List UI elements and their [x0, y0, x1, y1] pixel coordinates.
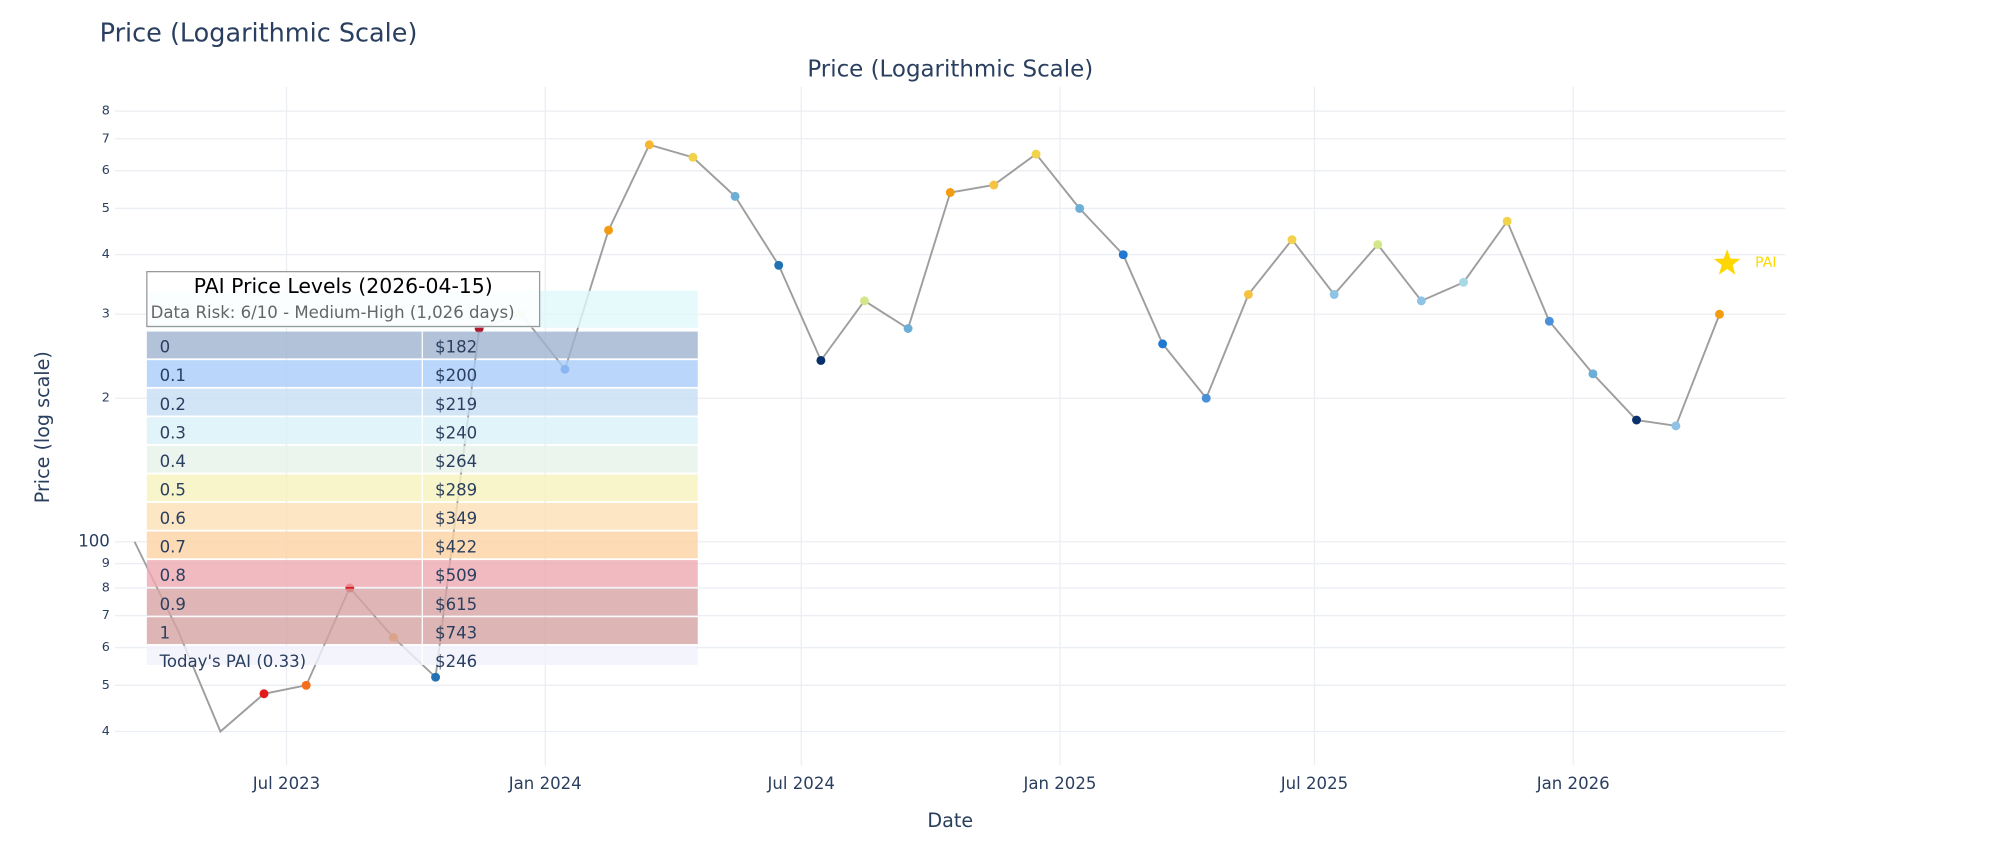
price-marker: [301, 680, 311, 690]
table-level: Today's PAI (0.33): [159, 652, 307, 671]
price-marker: [688, 152, 698, 162]
table-price: $743: [435, 623, 477, 642]
table-level: 0: [160, 338, 171, 357]
y-tick-label: 6: [102, 640, 110, 655]
today-label: PAI: [1755, 255, 1776, 271]
y-tick-label: 6: [102, 163, 110, 178]
table-price: $509: [435, 566, 477, 585]
y-tick-label: 7: [102, 608, 110, 623]
y-tick-label: 4: [102, 247, 110, 262]
table-level: 0.2: [160, 395, 186, 414]
x-tick-label: Jul 2024: [766, 774, 834, 793]
y-axis-title: Price (log scale): [31, 351, 54, 503]
price-marker: [730, 191, 740, 201]
table-level: 0.1: [160, 366, 186, 385]
table-price: $219: [435, 395, 477, 414]
price-marker: [1416, 296, 1426, 306]
table-level: 0.6: [160, 509, 186, 528]
price-marker: [1632, 415, 1641, 425]
x-tick-label: Jul 2025: [1280, 774, 1348, 793]
price-marker: [1459, 277, 1469, 287]
price-marker: [1118, 250, 1128, 260]
y-tick-label: 5: [102, 678, 110, 693]
price-marker: [1588, 369, 1598, 379]
y-tick-label: 4: [102, 724, 110, 739]
y-tick-label: 8: [102, 104, 110, 119]
price-marker: [816, 355, 826, 365]
y-tick-label: 100: [78, 531, 110, 550]
y-tick-label: 8: [102, 580, 110, 595]
price-marker: [945, 188, 955, 197]
price-marker: [989, 180, 999, 190]
y-tick-label: 3: [102, 307, 110, 322]
x-tick-label: Jan 2025: [1022, 774, 1096, 793]
table-level: 0.4: [160, 452, 186, 471]
price-marker: [1671, 421, 1681, 431]
table-level: 0.9: [160, 595, 186, 614]
x-tick-label: Jul 2023: [252, 774, 320, 793]
y-tick-label: 5: [102, 201, 110, 216]
table-price: $240: [435, 423, 477, 442]
x-tick-label: Jan 2024: [508, 774, 582, 793]
price-marker: [1544, 316, 1554, 326]
table-price: $422: [435, 538, 477, 557]
price-marker: [1075, 203, 1085, 213]
price-marker: [1243, 290, 1253, 299]
table-price: $349: [435, 509, 477, 528]
price-marker: [431, 672, 441, 682]
y-tick-label: 7: [102, 131, 110, 146]
table-level: 0.3: [160, 423, 186, 442]
y-tick-label: 2: [102, 391, 110, 406]
table-price: $200: [435, 366, 477, 385]
price-marker: [259, 689, 269, 699]
today-star: [1713, 249, 1741, 275]
table-subtitle: Data Risk: 6/10 - Medium-High (1,026 day…: [151, 303, 515, 322]
table-price: $182: [435, 338, 477, 357]
x-axis-title: Date: [927, 809, 973, 832]
table-title-box: [146, 271, 541, 328]
price-marker: [1502, 216, 1512, 226]
table-level: 1: [160, 623, 171, 642]
price-marker: [774, 260, 784, 270]
y-tick-label: 9: [102, 556, 110, 571]
table-price: $289: [435, 480, 477, 499]
table-level: 0.7: [160, 538, 186, 557]
table-level: 0.8: [160, 566, 186, 585]
table-level: 0.5: [160, 480, 186, 499]
table-price: $264: [435, 452, 477, 471]
price-marker: [1158, 339, 1168, 349]
page-title: Price (Logarithmic Scale): [100, 18, 418, 48]
price-marker: [1031, 149, 1041, 159]
price-marker: [644, 140, 654, 150]
price-marker: [903, 324, 913, 333]
price-marker: [860, 296, 869, 306]
price-marker: [1287, 235, 1297, 245]
table-title: PAI Price Levels (2026-04-15): [194, 274, 493, 298]
price-marker: [604, 225, 614, 235]
price-marker: [1201, 393, 1211, 403]
price-marker: [1329, 290, 1339, 299]
chart-title: Price (Logarithmic Scale): [807, 57, 1093, 83]
x-tick-label: Jan 2026: [1536, 774, 1610, 793]
table-price: $615: [435, 595, 477, 614]
table-price: $246: [435, 652, 477, 671]
price-marker: [1373, 240, 1383, 250]
price-marker: [1715, 309, 1724, 319]
